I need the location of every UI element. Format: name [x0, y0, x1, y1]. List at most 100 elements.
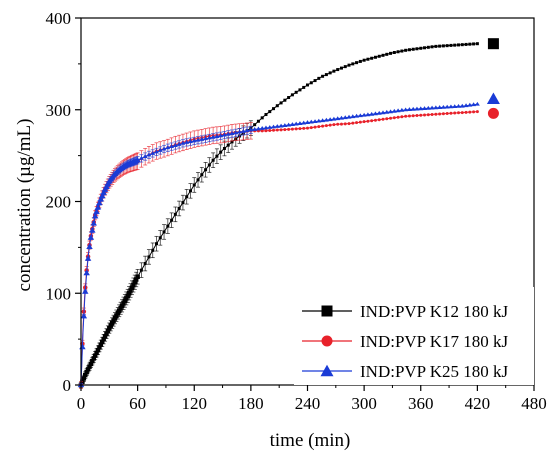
data-point: [272, 107, 276, 111]
data-point: [237, 129, 243, 134]
data-point: [89, 227, 96, 233]
data-point: [293, 121, 299, 126]
data-point: [317, 76, 321, 80]
data-point: [414, 106, 420, 111]
data-point: [104, 331, 109, 336]
data-point: [457, 111, 460, 115]
data-point: [107, 325, 112, 331]
data-point: [380, 110, 386, 115]
data-point: [346, 114, 352, 119]
x-tick-label: 420: [465, 394, 491, 413]
data-point: [366, 57, 370, 61]
data-point: [112, 315, 118, 321]
data-point: [336, 122, 340, 126]
data-point: [440, 104, 446, 109]
data-point: [260, 129, 264, 133]
data-point: [396, 50, 400, 54]
data-point: [162, 230, 166, 234]
data-point: [143, 262, 147, 266]
data-point: [142, 154, 148, 158]
data-point: [210, 134, 216, 139]
data-point: [133, 277, 139, 282]
data-point: [373, 118, 377, 122]
data-point: [370, 56, 374, 60]
data-point: [335, 116, 341, 121]
data-point: [268, 129, 272, 133]
data-point: [460, 43, 464, 47]
data-point: [339, 122, 343, 126]
data-point: [91, 213, 99, 219]
data-point: [287, 127, 291, 131]
data-point: [79, 344, 86, 350]
data-point: [105, 328, 111, 334]
data-point: [429, 105, 435, 110]
data-point: [415, 113, 419, 117]
data-point: [180, 140, 186, 145]
x-tick-label: 480: [521, 394, 547, 413]
data-point: [415, 47, 419, 51]
data-point: [278, 123, 284, 128]
data-point: [172, 143, 178, 147]
data-point: [128, 288, 133, 293]
data-point: [332, 123, 336, 127]
data-point: [316, 118, 322, 123]
data-point: [411, 47, 415, 51]
y-tick-label: 0: [63, 376, 72, 395]
plot-area: [77, 38, 500, 389]
data-point: [423, 46, 427, 50]
data-point: [272, 128, 276, 132]
data-point: [441, 44, 445, 48]
data-point: [151, 248, 155, 252]
x-tick-label: 360: [408, 394, 434, 413]
data-point: [92, 353, 98, 358]
y-tick-label: 100: [46, 284, 72, 303]
data-point: [118, 306, 123, 311]
data-point: [453, 43, 457, 47]
legend-marker: [320, 364, 334, 377]
data-point: [122, 298, 128, 304]
data-point: [357, 113, 363, 118]
end-marker: [487, 107, 499, 119]
data-point: [226, 143, 230, 147]
legend-marker: [321, 335, 333, 347]
data-point: [301, 120, 307, 125]
data-point: [252, 127, 258, 131]
data-point: [275, 128, 279, 132]
data-point: [388, 109, 394, 114]
series-2: [77, 92, 500, 388]
data-point: [351, 121, 355, 125]
data-point: [264, 113, 268, 117]
data-point: [425, 105, 431, 110]
x-tick-label: 180: [238, 394, 264, 413]
data-point: [342, 115, 348, 120]
data-point: [391, 108, 397, 113]
data-point: [437, 105, 443, 110]
data-point: [343, 122, 347, 126]
data-point: [99, 339, 105, 345]
data-point: [97, 345, 102, 350]
data-point: [434, 44, 438, 48]
data-point: [426, 45, 430, 49]
data-point: [94, 204, 102, 210]
data-point: [199, 137, 205, 141]
data-point: [147, 255, 151, 259]
data-point: [222, 146, 226, 150]
data-point: [214, 134, 220, 138]
data-point: [154, 149, 159, 154]
data-point: [298, 88, 302, 92]
data-point: [419, 113, 423, 117]
data-point: [233, 130, 239, 135]
legend: IND:PVP K12 180 kJ IND:PVP K17 180 kJ IND:…: [294, 287, 534, 385]
legend-label: IND:PVP K12 180 kJ: [360, 302, 509, 321]
data-point: [354, 113, 360, 118]
data-point: [161, 146, 167, 151]
x-tick-label: 120: [182, 394, 208, 413]
data-point: [274, 124, 280, 128]
data-point: [229, 131, 235, 136]
data-point: [411, 114, 415, 118]
data-point: [283, 98, 287, 102]
data-point: [449, 111, 453, 115]
data-point: [464, 110, 468, 114]
data-point: [404, 114, 408, 118]
data-point: [358, 59, 362, 63]
